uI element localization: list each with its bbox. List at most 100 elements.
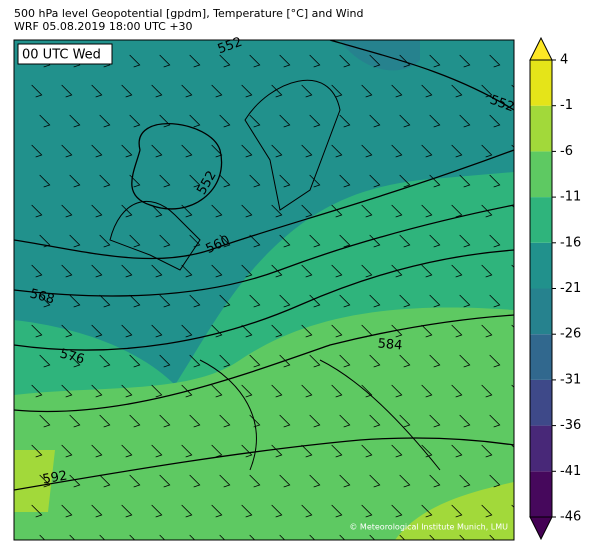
wind-barb <box>91 264 103 278</box>
wind-barb <box>271 84 283 98</box>
wind-barb <box>489 414 501 428</box>
wind-barb <box>121 144 133 158</box>
wind-barb <box>129 474 141 488</box>
wind-barb <box>361 144 373 158</box>
wind-barb <box>61 444 73 458</box>
wind-barb <box>241 384 253 398</box>
colorbar-tick-label: -31 <box>560 372 581 387</box>
wind-barb <box>421 444 433 458</box>
wind-barb <box>421 84 433 98</box>
colorbar-band <box>530 288 552 335</box>
wind-barb <box>181 324 193 338</box>
wind-barb <box>429 234 441 248</box>
wind-barb <box>451 264 463 278</box>
wind-barb <box>451 384 463 398</box>
wind-barb <box>31 84 43 98</box>
wind-barb <box>309 534 316 540</box>
wind-barb <box>159 534 166 540</box>
wind-barb <box>309 294 321 308</box>
wind-barb <box>69 534 76 540</box>
wind-barb <box>249 354 261 368</box>
wind-barb <box>39 294 51 308</box>
wind-barb <box>309 114 321 128</box>
wind-barb <box>489 174 501 188</box>
colorbar-under <box>529 516 553 541</box>
contour-label: 568 <box>28 287 56 308</box>
wind-barb <box>249 234 261 248</box>
wind-barb <box>151 324 163 338</box>
wind-barb <box>481 324 493 338</box>
wind-barb <box>489 534 496 540</box>
wind-barb <box>249 294 261 308</box>
wind-barb <box>331 384 343 398</box>
wind-barb <box>159 234 171 248</box>
wind-barb <box>189 474 201 488</box>
colorbar-band <box>530 471 552 517</box>
wind-barb <box>241 504 253 518</box>
wind-barb <box>159 174 171 188</box>
wind-barb <box>489 474 501 488</box>
wind-barb <box>121 84 133 98</box>
colorbar-band <box>530 151 552 198</box>
wind-barb <box>399 294 411 308</box>
wind-barb <box>129 354 141 368</box>
wind-barb <box>429 174 441 188</box>
wind-barb <box>451 204 463 218</box>
wind-barb <box>181 504 193 518</box>
wind-barb <box>459 474 471 488</box>
wind-barb <box>181 444 193 458</box>
colorbar-tick-label: -1 <box>560 98 573 113</box>
wind-barb <box>459 294 471 308</box>
wind-barb <box>219 174 231 188</box>
wind-barb <box>189 234 201 248</box>
wind-barb <box>99 294 111 308</box>
wind-barb <box>91 84 103 98</box>
wind-barb <box>301 204 313 218</box>
wind-barb <box>271 144 283 158</box>
wind-barb <box>331 204 343 218</box>
wind-barb <box>211 264 223 278</box>
wind-barb <box>489 354 501 368</box>
wind-barb <box>339 294 351 308</box>
colorbar-tick-label: -21 <box>560 281 581 296</box>
colorbar-band <box>530 60 552 106</box>
wind-barb <box>99 354 111 368</box>
wind-barb <box>69 174 81 188</box>
colorbar-tick-label: 4 <box>560 53 568 68</box>
time-box <box>17 43 113 65</box>
wind-barb <box>241 264 253 278</box>
wind-barb <box>369 54 381 68</box>
wind-barb <box>481 444 493 458</box>
wind-barb <box>399 474 411 488</box>
wind-barb <box>121 324 133 338</box>
wind-barb <box>399 234 411 248</box>
wind-barb <box>339 414 351 428</box>
wind-barb <box>99 534 106 540</box>
wind-barb <box>121 204 133 218</box>
wind-barb <box>459 54 471 68</box>
wind-barb <box>69 414 81 428</box>
wind-barb <box>279 474 291 488</box>
colorbar-band <box>530 242 552 289</box>
wind-barb <box>91 384 103 398</box>
wind-barb <box>361 264 373 278</box>
wind-barb <box>39 114 51 128</box>
wind-barb <box>181 384 193 398</box>
wind-barb <box>129 54 141 68</box>
wind-barb <box>159 294 171 308</box>
wind-barb <box>429 474 441 488</box>
wind-barb <box>219 54 231 68</box>
wind-barb <box>69 294 81 308</box>
wind-barb <box>331 324 343 338</box>
wind-barb <box>31 204 43 218</box>
wind-barb <box>181 84 193 98</box>
wind-barb <box>189 294 201 308</box>
wind-barb <box>31 384 43 398</box>
wind-barb <box>391 384 403 398</box>
wind-barb <box>31 504 43 518</box>
wind-barb <box>241 84 253 98</box>
wind-barb <box>279 414 291 428</box>
wind-barb <box>69 354 81 368</box>
wind-barb <box>451 324 463 338</box>
